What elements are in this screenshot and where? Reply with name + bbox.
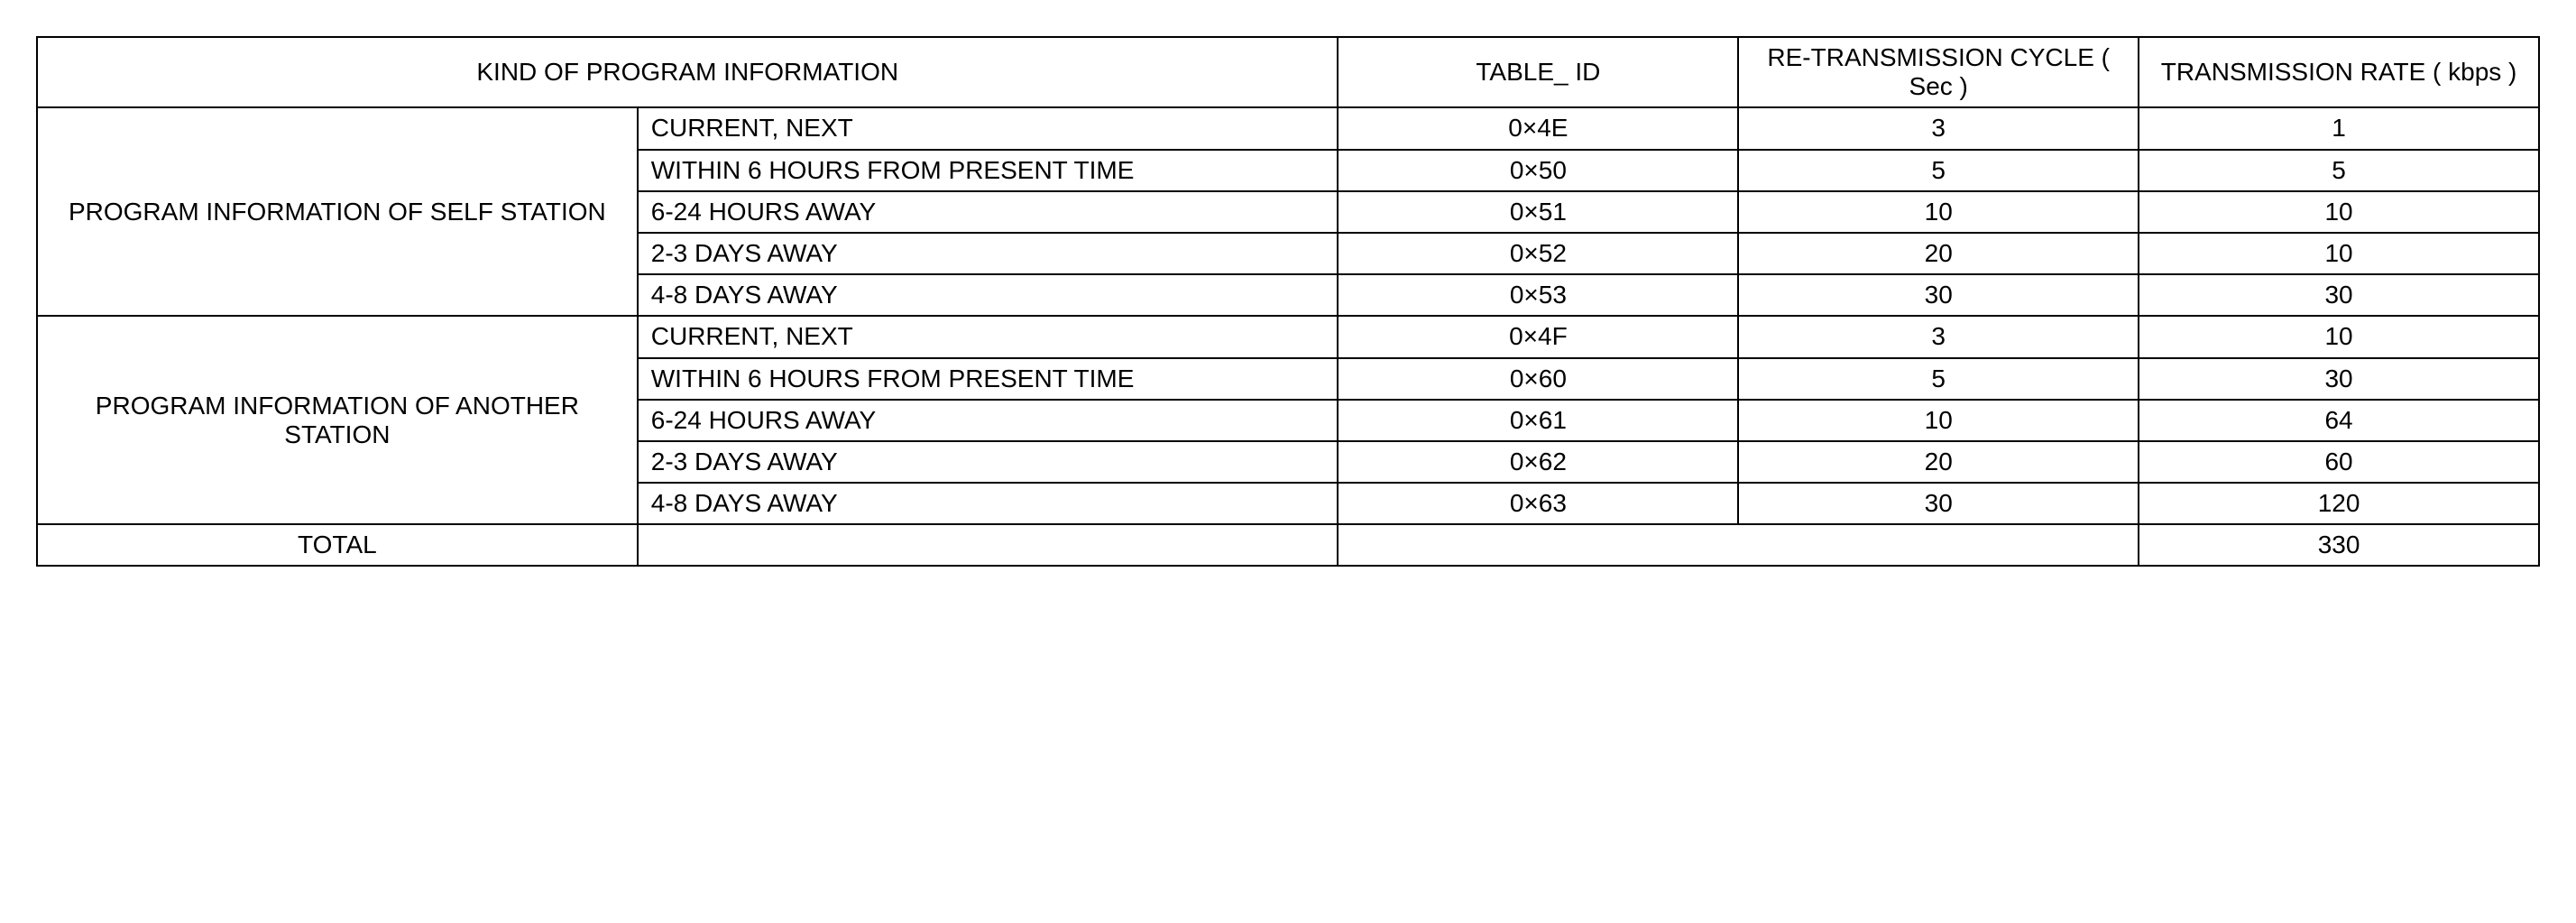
row-cycle: 5 — [1738, 150, 2139, 191]
row-table-id: 0×62 — [1338, 441, 1738, 483]
row-desc: WITHIN 6 HOURS FROM PRESENT TIME — [638, 358, 1339, 400]
row-desc: CURRENT, NEXT — [638, 107, 1339, 149]
row-table-id: 0×4F — [1338, 316, 1738, 357]
row-rate: 1 — [2139, 107, 2539, 149]
header-rate: TRANSMISSION RATE ( kbps ) — [2139, 37, 2539, 107]
total-label: TOTAL — [37, 524, 638, 566]
total-rate: 330 — [2139, 524, 2539, 566]
row-table-id: 0×53 — [1338, 274, 1738, 316]
row-desc: 4-8 DAYS AWAY — [638, 483, 1339, 524]
program-info-table: KIND OF PROGRAM INFORMATION TABLE_ ID RE… — [36, 36, 2540, 567]
row-rate: 10 — [2139, 316, 2539, 357]
row-table-id: 0×50 — [1338, 150, 1738, 191]
row-cycle: 10 — [1738, 191, 2139, 233]
row-table-id: 0×4E — [1338, 107, 1738, 149]
header-cycle: RE-TRANSMISSION CYCLE ( Sec ) — [1738, 37, 2139, 107]
row-rate: 120 — [2139, 483, 2539, 524]
table-row: PROGRAM INFORMATION OF SELF STATION CURR… — [37, 107, 2539, 149]
row-cycle: 20 — [1738, 233, 2139, 274]
row-rate: 10 — [2139, 233, 2539, 274]
row-cycle: 5 — [1738, 358, 2139, 400]
row-rate: 5 — [2139, 150, 2539, 191]
row-cycle: 30 — [1738, 483, 2139, 524]
total-mid-empty — [1338, 524, 2139, 566]
row-desc: 2-3 DAYS AWAY — [638, 233, 1339, 274]
row-table-id: 0×63 — [1338, 483, 1738, 524]
row-table-id: 0×60 — [1338, 358, 1738, 400]
row-cycle: 30 — [1738, 274, 2139, 316]
row-rate: 64 — [2139, 400, 2539, 441]
row-table-id: 0×61 — [1338, 400, 1738, 441]
total-row: TOTAL 330 — [37, 524, 2539, 566]
row-rate: 60 — [2139, 441, 2539, 483]
row-cycle: 3 — [1738, 107, 2139, 149]
row-desc: 6-24 HOURS AWAY — [638, 191, 1339, 233]
row-cycle: 10 — [1738, 400, 2139, 441]
header-table-id: TABLE_ ID — [1338, 37, 1738, 107]
row-rate: 30 — [2139, 274, 2539, 316]
header-row: KIND OF PROGRAM INFORMATION TABLE_ ID RE… — [37, 37, 2539, 107]
row-rate: 30 — [2139, 358, 2539, 400]
group-label-other: PROGRAM INFORMATION OF ANOTHER STATION — [37, 316, 638, 524]
row-desc: 4-8 DAYS AWAY — [638, 274, 1339, 316]
row-cycle: 3 — [1738, 316, 2139, 357]
row-desc: WITHIN 6 HOURS FROM PRESENT TIME — [638, 150, 1339, 191]
row-table-id: 0×51 — [1338, 191, 1738, 233]
row-cycle: 20 — [1738, 441, 2139, 483]
header-kind: KIND OF PROGRAM INFORMATION — [37, 37, 1338, 107]
row-desc: 6-24 HOURS AWAY — [638, 400, 1339, 441]
table-row: PROGRAM INFORMATION OF ANOTHER STATION C… — [37, 316, 2539, 357]
total-desc-empty — [638, 524, 1339, 566]
group-label-self: PROGRAM INFORMATION OF SELF STATION — [37, 107, 638, 316]
row-desc: 2-3 DAYS AWAY — [638, 441, 1339, 483]
row-rate: 10 — [2139, 191, 2539, 233]
row-table-id: 0×52 — [1338, 233, 1738, 274]
row-desc: CURRENT, NEXT — [638, 316, 1339, 357]
